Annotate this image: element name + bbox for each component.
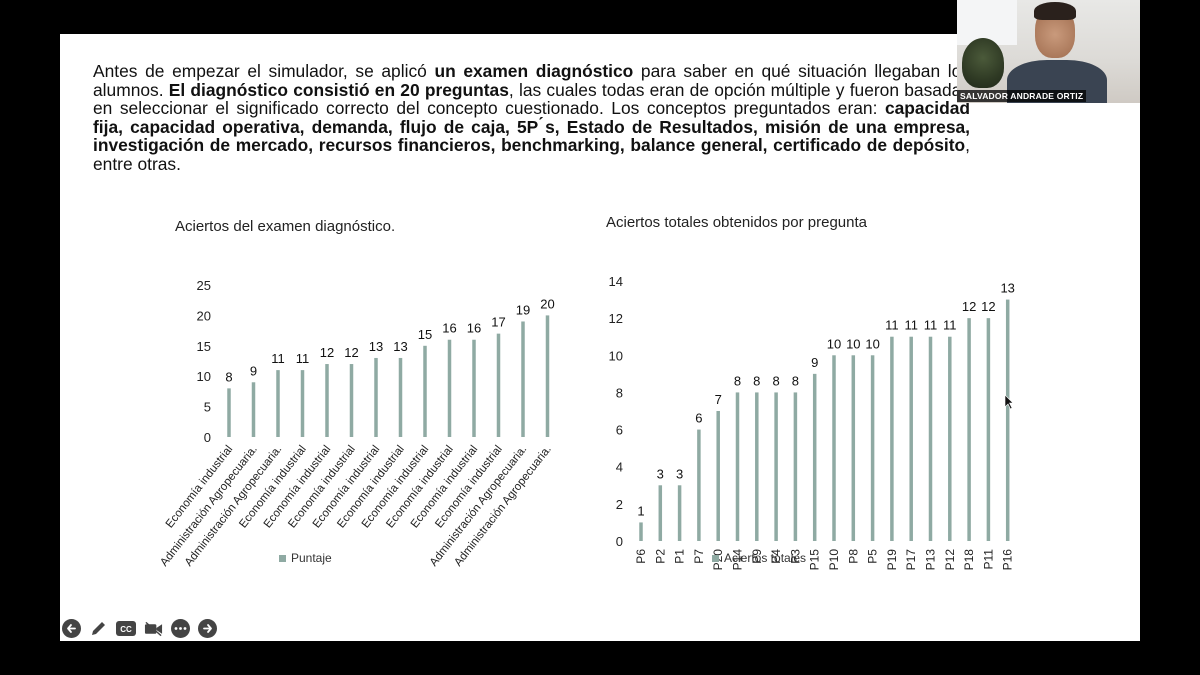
chart2-legend: Aciertos totales bbox=[712, 551, 806, 565]
chart1-bar bbox=[472, 339, 476, 437]
chart1-bar bbox=[496, 333, 501, 437]
chart1-data-label: 20 bbox=[540, 296, 554, 311]
chart1-bar bbox=[300, 370, 305, 437]
chart1-legend: Puntaje bbox=[279, 551, 332, 565]
svg-text:CC: CC bbox=[120, 625, 132, 634]
chart1-bar bbox=[349, 364, 354, 437]
chart1-bar bbox=[374, 357, 378, 437]
chart1-data-label: 13 bbox=[393, 339, 407, 354]
chart2-legend-label: Aciertos totales bbox=[724, 551, 807, 565]
chart1-legend-label: Puntaje bbox=[291, 551, 332, 565]
presentation-slide bbox=[60, 34, 1140, 641]
chart1-bar bbox=[545, 315, 550, 437]
chart1-data-label: 12 bbox=[344, 345, 358, 360]
webcam-name-label: SALVADOR ANDRADE ORTIZ bbox=[957, 90, 1087, 102]
chart1-data-label: 17 bbox=[491, 315, 505, 330]
chart1-category-label: Administración Agropecuaria. bbox=[183, 443, 285, 568]
intro-paragraph: Antes de empezar el simulador, se aplicó… bbox=[93, 62, 970, 174]
chart1-bar bbox=[251, 382, 256, 437]
chart1-bar bbox=[276, 370, 280, 437]
chart1-title: Aciertos del examen diagnóstico. bbox=[175, 218, 396, 235]
intro-bold-3: capacidad fija, capacidad operativa, dem… bbox=[93, 98, 970, 156]
intro-text-4: , entre otras. bbox=[93, 135, 970, 174]
chart1-bar bbox=[398, 357, 403, 437]
presentation-toolbar: CC bbox=[62, 619, 217, 638]
chart1-ytick-label: 15 bbox=[197, 339, 211, 354]
chart1-ytick-label: 5 bbox=[204, 400, 211, 415]
camera-off-icon[interactable] bbox=[144, 619, 163, 638]
chart1-bar bbox=[325, 364, 329, 437]
chart1-ytick-label: 25 bbox=[197, 278, 211, 293]
chart1-bar bbox=[423, 345, 427, 437]
webcam-plant bbox=[962, 38, 1004, 88]
chart1-data-label: 8 bbox=[225, 369, 232, 384]
chart1-bar bbox=[227, 388, 231, 437]
webcam-video[interactable] bbox=[957, 0, 1140, 103]
chart1-bar bbox=[521, 321, 525, 437]
chart1-legend-swatch bbox=[279, 554, 286, 562]
intro-bold-2: El diagnóstico consistió en 20 preguntas bbox=[168, 79, 509, 100]
chart1-category-label: Administración Agropecuaria. bbox=[158, 443, 260, 568]
chart1-data-label: 11 bbox=[296, 351, 310, 366]
chart1-ytick-label: 0 bbox=[204, 430, 211, 445]
intro-bold-1: un examen diagnóstico bbox=[434, 61, 634, 81]
chart1-ytick-label: 20 bbox=[197, 308, 211, 323]
intro-text-2: para saber en qué situación llegaban los… bbox=[93, 61, 970, 100]
chart1-ytick-label: 10 bbox=[197, 369, 211, 384]
closed-captions-icon[interactable]: CC bbox=[116, 621, 136, 636]
chart1-data-label: 13 bbox=[369, 339, 383, 354]
pen-icon[interactable] bbox=[89, 619, 108, 638]
chart1-data-label: 11 bbox=[271, 351, 285, 366]
chart1-data-label: 16 bbox=[442, 321, 456, 336]
chart1-data-label: 9 bbox=[250, 363, 257, 378]
back-arrow-icon[interactable] bbox=[62, 619, 81, 638]
chart1-data-label: 12 bbox=[320, 345, 334, 360]
chart1-bar bbox=[447, 339, 452, 437]
intro-text-1: Antes de empezar el simulador, se aplicó bbox=[93, 61, 435, 81]
more-icon[interactable] bbox=[171, 619, 190, 638]
chart1-data-label: 19 bbox=[516, 302, 530, 317]
webcam-window-background bbox=[957, 0, 1017, 45]
forward-arrow-icon[interactable] bbox=[198, 619, 217, 638]
chart1-data-label: 15 bbox=[418, 327, 432, 342]
chart2-legend-swatch bbox=[712, 554, 719, 562]
chart1-data-label: 16 bbox=[467, 321, 481, 336]
webcam-person-hair bbox=[1034, 2, 1076, 20]
chart2-title: Aciertos totales obtenidos por pregunta bbox=[606, 214, 867, 231]
intro-text-3: , las cuales todas eran de opción múltip… bbox=[93, 79, 970, 119]
